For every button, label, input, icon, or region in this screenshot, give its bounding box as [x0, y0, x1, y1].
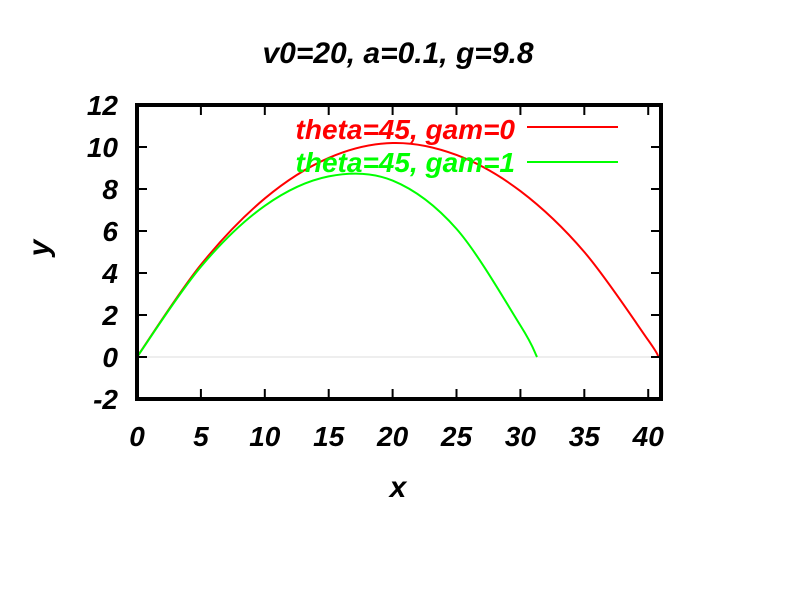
- legend-entry-red: theta=45, gam=0: [296, 114, 618, 145]
- y-axis-label: y: [23, 238, 56, 258]
- series-line-green: [136, 172, 538, 358]
- x-tick-label: 5: [193, 421, 209, 452]
- y-tick-label: 4: [101, 258, 118, 289]
- y-tick-label: 10: [87, 132, 119, 163]
- x-tick-label: 10: [249, 421, 281, 452]
- legend: theta=45, gam=0 theta=45, gam=1: [296, 114, 618, 178]
- y-tick-marks: [137, 104, 661, 400]
- y-tick-label: 2: [101, 300, 118, 331]
- y-tick-label: -2: [93, 384, 118, 415]
- y-tick-label: 8: [102, 174, 118, 205]
- series-group: [136, 142, 660, 358]
- legend-entry-green: theta=45, gam=1: [296, 147, 618, 178]
- x-tick-label: 0: [129, 421, 145, 452]
- x-tick-marks: [136, 105, 650, 399]
- plot-area: [135, 103, 663, 401]
- x-tick-label: 35: [569, 421, 601, 452]
- x-tick-label: 40: [632, 421, 665, 452]
- y-tick-label: 0: [102, 342, 118, 373]
- x-tick-labels: 0 5 10 15 20 25 30 35 40: [129, 421, 664, 452]
- x-tick-label: 25: [440, 421, 473, 452]
- legend-label-green: theta=45, gam=1: [296, 147, 515, 178]
- x-tick-label: 20: [376, 421, 409, 452]
- y-tick-label: 12: [87, 90, 119, 121]
- plot-frame: [135, 103, 663, 401]
- chart-title: v0=20, a=0.1, g=9.8: [262, 37, 533, 70]
- y-tick-labels: -2 0 2 4 6 8 10 12: [87, 90, 119, 415]
- x-axis-label: x: [388, 471, 408, 504]
- x-tick-label: 30: [505, 421, 537, 452]
- series-line-red: [136, 142, 660, 358]
- x-tick-label: 15: [313, 421, 345, 452]
- y-tick-label: 6: [102, 216, 118, 247]
- legend-label-red: theta=45, gam=0: [296, 114, 516, 145]
